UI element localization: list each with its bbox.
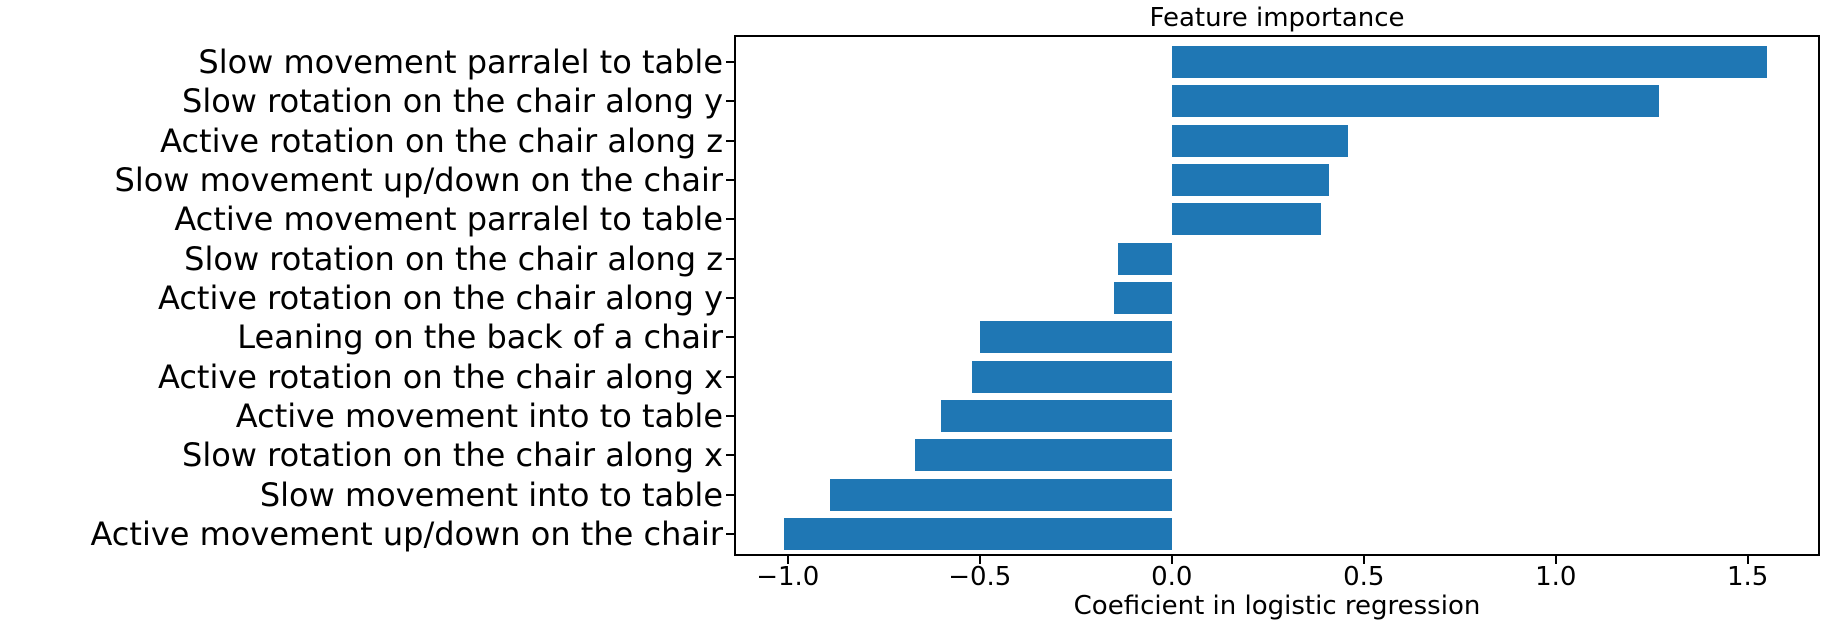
x-tick-mark <box>978 555 981 564</box>
y-tick-label: Slow movement into to table <box>259 475 723 514</box>
x-tick-label: 0.5 <box>1343 562 1385 592</box>
y-tick-label: Active rotation on the chair along y <box>157 279 723 317</box>
bar <box>1118 242 1172 275</box>
x-tick-label: 0.0 <box>1151 562 1193 592</box>
y-tick-label: Slow movement parralel to table <box>198 43 723 81</box>
plot-area <box>734 35 1820 556</box>
y-tick-mark <box>726 139 735 142</box>
y-tick-label: Active movement parralel to table <box>174 200 723 239</box>
y-tick-label: Leaning on the back of a chair <box>237 318 723 357</box>
x-tick-label: 1.0 <box>1535 562 1577 592</box>
x-tick-mark <box>786 555 789 564</box>
x-axis-label: Coeficient in logistic regression <box>1073 591 1481 621</box>
bar <box>979 321 1172 354</box>
bar <box>972 360 1172 393</box>
bar <box>941 400 1172 432</box>
bar <box>1171 46 1767 78</box>
y-tick-mark <box>726 297 735 299</box>
x-tick-label: −0.5 <box>948 562 1012 592</box>
y-tick-label: Slow rotation on the chair along z <box>184 239 723 278</box>
y-tick-label: Slow rotation on the chair along y <box>182 82 723 121</box>
bar <box>1171 124 1349 157</box>
y-tick-label: Active movement up/down on the chair <box>90 515 723 553</box>
bar <box>914 439 1172 472</box>
y-tick-mark <box>726 61 735 63</box>
chart-title: Feature importance <box>1149 3 1405 33</box>
y-tick-label: Active rotation on the chair along x <box>157 357 723 396</box>
x-tick-mark <box>1554 555 1557 564</box>
y-tick-label: Active rotation on the chair along z <box>160 121 723 160</box>
bar <box>1171 85 1660 118</box>
x-tick-label: 1.5 <box>1727 562 1769 592</box>
bar <box>1171 203 1322 236</box>
y-tick-label: Slow movement up/down on the chair <box>114 161 724 199</box>
y-tick-mark <box>726 218 735 221</box>
y-tick-label: Active movement into to table <box>235 397 723 435</box>
bar <box>1114 282 1172 314</box>
bar <box>830 478 1172 511</box>
y-tick-mark <box>726 100 735 103</box>
y-tick-mark <box>726 179 735 181</box>
y-tick-mark <box>726 415 735 417</box>
x-tick-mark <box>1170 555 1173 564</box>
y-tick-mark <box>726 533 735 535</box>
x-tick-mark <box>1746 555 1749 564</box>
y-tick-label: Slow rotation on the chair along x <box>182 436 723 475</box>
y-tick-mark <box>726 493 735 496</box>
x-tick-mark <box>1362 555 1365 564</box>
y-tick-mark <box>726 375 735 378</box>
y-tick-mark <box>726 336 735 339</box>
bar <box>1171 164 1330 196</box>
bar <box>784 518 1172 550</box>
y-tick-mark <box>726 257 735 260</box>
x-tick-label: −1.0 <box>756 562 820 592</box>
y-tick-mark <box>726 454 735 457</box>
